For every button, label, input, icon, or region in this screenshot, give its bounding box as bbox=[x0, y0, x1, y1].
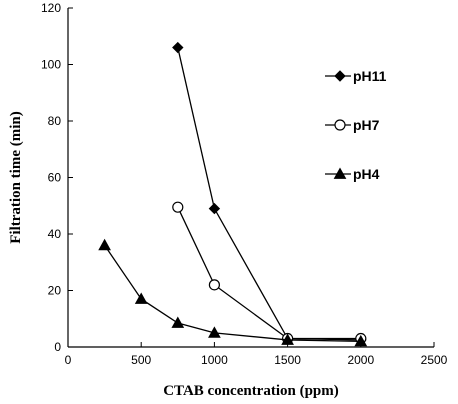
x-axis: 0 500 1000 1500 2000 2500 bbox=[65, 342, 448, 367]
y-tick-label: 0 bbox=[54, 340, 61, 354]
series-ph11 bbox=[172, 41, 367, 346]
data-point bbox=[171, 316, 185, 328]
series-ph7 bbox=[172, 201, 367, 345]
series-layer bbox=[98, 41, 368, 347]
y-tick-label: 40 bbox=[48, 227, 62, 241]
data-point bbox=[208, 326, 221, 338]
y-axis: 0 20 40 60 80 100 120 bbox=[41, 1, 73, 354]
legend-item-ph7: pH7 bbox=[325, 117, 380, 133]
legend-item-ph11: pH11 bbox=[325, 68, 387, 84]
series-ph4 bbox=[98, 238, 368, 347]
data-point bbox=[208, 279, 220, 291]
data-point bbox=[172, 41, 184, 54]
y-axis-title: Filtration time (min) bbox=[8, 111, 24, 243]
x-tick-label: 2000 bbox=[347, 353, 374, 367]
series-line bbox=[177, 47, 361, 341]
data-point bbox=[134, 292, 148, 304]
data-point bbox=[208, 202, 221, 215]
data-point bbox=[172, 201, 184, 213]
x-tick-label: 2500 bbox=[421, 353, 448, 367]
legend-label: pH7 bbox=[353, 117, 380, 133]
data-point bbox=[354, 334, 368, 347]
legend-marker bbox=[334, 70, 346, 82]
legend-label: pH4 bbox=[353, 166, 380, 182]
series-line bbox=[177, 206, 361, 340]
x-tick-label: 0 bbox=[65, 353, 72, 367]
data-point bbox=[281, 333, 294, 345]
y-tick-label: 80 bbox=[48, 114, 62, 128]
y-tick-label: 100 bbox=[41, 58, 61, 72]
x-tick-label: 1000 bbox=[201, 353, 228, 367]
y-tick-label: 20 bbox=[48, 284, 62, 298]
legend-item-ph4: pH4 bbox=[325, 166, 380, 182]
legend-marker bbox=[334, 119, 346, 131]
x-tick-label: 1500 bbox=[274, 353, 301, 367]
legend-marker bbox=[333, 167, 347, 179]
x-axis-title: CTAB concentration (ppm) bbox=[163, 383, 339, 399]
data-point bbox=[98, 238, 111, 251]
series-line bbox=[104, 244, 361, 342]
legend: pH11 pH7 pH4 bbox=[325, 68, 387, 182]
legend-label: pH11 bbox=[353, 68, 387, 84]
y-tick-label: 60 bbox=[48, 171, 62, 185]
y-tick-label: 120 bbox=[41, 1, 61, 15]
x-tick-label: 500 bbox=[131, 353, 151, 367]
